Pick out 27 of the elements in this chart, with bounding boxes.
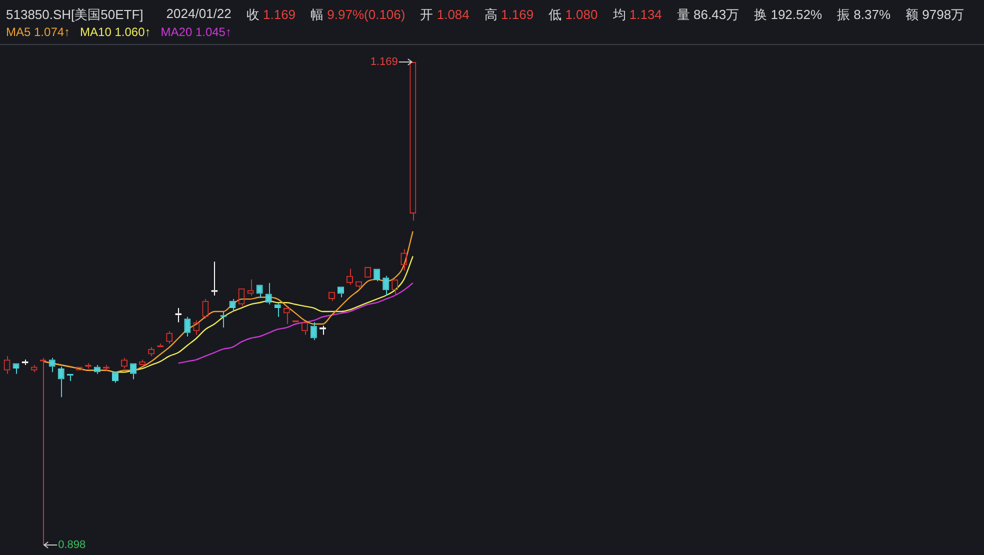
candlestick (265, 282, 272, 305)
candlestick (48, 357, 56, 373)
chart-subtitle: 2024/01/22 (166, 6, 232, 23)
text: MA5 1.074↑ (6, 25, 70, 39)
candlestick (274, 302, 281, 318)
candlestick (310, 322, 317, 341)
text: 收 1.169 (246, 6, 296, 24)
text: 均 1.134 (612, 6, 662, 24)
annotation: 0.898 (58, 539, 86, 552)
text: MA20 1.045↑ (160, 25, 232, 39)
text: 振 8.37% (837, 6, 891, 24)
text: 开 1.084 (420, 6, 470, 24)
annotation: 1.169 (370, 56, 398, 68)
candlestick (12, 363, 20, 374)
candlestick (256, 284, 263, 298)
candlestick (382, 275, 390, 296)
text: 高 1.169 (484, 6, 534, 24)
chart-title: 513850.SH[美国50ETF] (6, 6, 144, 24)
text: 换 192.52% (754, 6, 822, 24)
text: 额 9798万 (906, 6, 964, 24)
candlestick (94, 364, 100, 374)
candlestick (229, 298, 236, 312)
text: 幅 9.97%(0.106) (310, 6, 406, 24)
candlestick (184, 316, 191, 337)
text: MA10 1.060↑ (80, 25, 151, 39)
text: 低 1.080 (548, 6, 598, 24)
text: 量 86.43万 (676, 6, 740, 24)
